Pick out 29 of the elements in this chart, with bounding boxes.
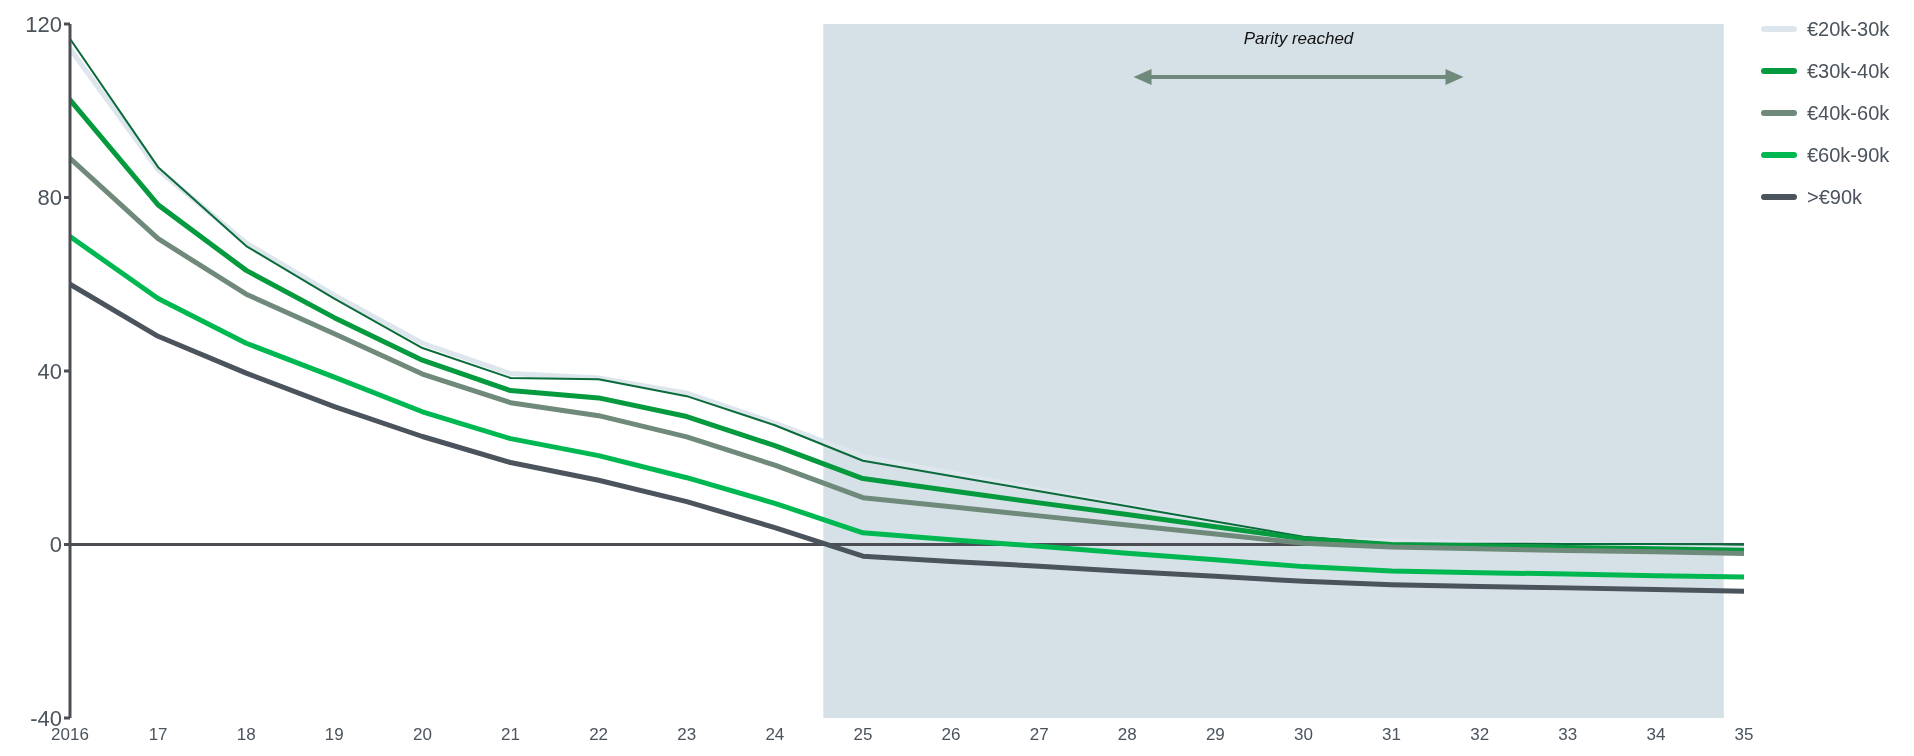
x-tick-label: 22: [589, 725, 609, 745]
x-tick-label: 30: [1294, 725, 1313, 745]
x-tick-label: 17: [148, 725, 168, 745]
legend-label: €20k-30k: [1807, 17, 1890, 41]
annotation: Parity reached: [1243, 29, 1354, 48]
y-tick-label: 40: [37, 358, 62, 384]
x-tick-label: 34: [1646, 725, 1666, 745]
x-tick-label: 21: [501, 725, 520, 745]
legend-label: €40k-60k: [1807, 101, 1890, 125]
y-tick-label: 0: [49, 532, 62, 558]
y-tick-label: 80: [37, 185, 62, 211]
x-tick-label: 33: [1558, 725, 1578, 745]
x-tick-label: 18: [236, 725, 256, 745]
x-tick-label: 31: [1382, 725, 1402, 745]
x-tick-label: 32: [1470, 725, 1490, 745]
x-tick-label: 26: [941, 725, 961, 745]
x-tick-label: 28: [1117, 725, 1137, 745]
legend-label: €30k-40k: [1807, 59, 1890, 83]
y-tick-label: 120: [25, 11, 62, 37]
x-tick-label: 23: [677, 725, 697, 745]
x-tick-label: 19: [324, 725, 344, 745]
legend-label: >€90k: [1807, 185, 1863, 209]
x-tick-label: 29: [1205, 725, 1225, 745]
x-tick-label: 24: [765, 725, 785, 745]
x-tick-label: 20: [412, 725, 432, 745]
x-tick-label: 25: [853, 725, 873, 745]
x-tick-label: 35: [1734, 725, 1754, 745]
x-tick-label: 27: [1029, 725, 1049, 745]
legend-label: €60k-90k: [1807, 143, 1890, 167]
